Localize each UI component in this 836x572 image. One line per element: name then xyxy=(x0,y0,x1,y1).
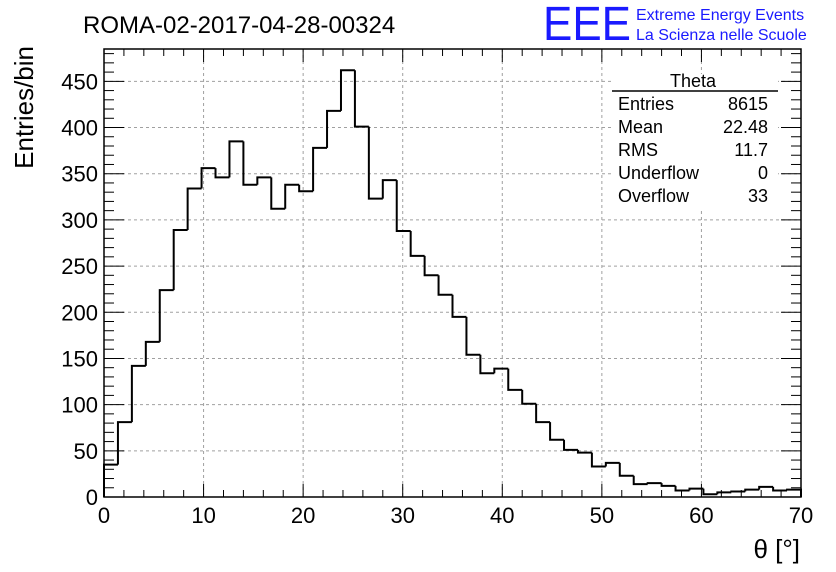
histogram-bin xyxy=(549,422,565,441)
eee-logo-line2: La Scienza nelle Scuole xyxy=(636,27,807,44)
x-tick-label: 30 xyxy=(390,503,414,528)
chart-title: ROMA-02-2017-04-28-00324 xyxy=(83,12,395,39)
histogram-series xyxy=(103,69,802,497)
histogram-bin xyxy=(604,461,620,467)
eee-logo-line1: Extreme Energy Events xyxy=(636,7,804,24)
x-tick-label: 50 xyxy=(590,503,614,528)
y-tick-label: 200 xyxy=(61,300,98,325)
histogram-bin xyxy=(172,229,188,291)
stats-value-overflow: 33 xyxy=(748,186,768,206)
stats-value-entries: 8615 xyxy=(728,94,768,114)
histogram-bin xyxy=(409,230,425,257)
histogram-bin xyxy=(228,140,244,178)
histogram-bin xyxy=(465,316,481,356)
histogram-bin xyxy=(395,180,411,232)
x-tick-label: 40 xyxy=(490,503,514,528)
histogram-bin xyxy=(326,109,341,148)
histogram-bin xyxy=(256,176,272,185)
y-axis-label: Entries/bin xyxy=(9,46,39,169)
y-tick-label: 150 xyxy=(61,346,98,371)
x-axis-label: θ [°] xyxy=(753,534,800,564)
y-tick-label: 0 xyxy=(86,485,98,510)
stats-label-entries: Entries xyxy=(618,94,674,114)
stats-box: Theta Entries 8615 Mean 22.48 RMS 11.7 U… xyxy=(612,71,778,210)
histogram-bin xyxy=(367,126,383,200)
histogram-bin xyxy=(632,475,648,486)
x-tick-label: 70 xyxy=(789,503,813,528)
stats-label-overflow: Overflow xyxy=(618,186,690,206)
histogram-bin xyxy=(702,488,718,496)
histogram-bin xyxy=(730,490,746,493)
histogram-bin xyxy=(590,452,606,468)
eee-logo-mark: EEE xyxy=(543,0,631,51)
plot-area-border xyxy=(103,48,802,498)
plot-frame xyxy=(103,48,802,498)
histogram-bin xyxy=(772,486,788,492)
histogram-bin xyxy=(284,183,300,209)
histogram-bin xyxy=(451,294,467,318)
histogram-bin xyxy=(214,168,230,179)
histogram-bin xyxy=(242,141,258,186)
histogram-bin xyxy=(381,179,397,199)
stats-value-underflow: 0 xyxy=(758,163,768,183)
histogram-bin xyxy=(758,485,774,490)
histogram-bin xyxy=(130,364,146,423)
histogram-bin xyxy=(158,289,174,342)
x-tick-label: 0 xyxy=(98,503,110,528)
histogram-bin xyxy=(353,70,369,128)
histogram-bin xyxy=(507,368,523,391)
histogram-bin xyxy=(535,403,551,424)
histogram-bin xyxy=(312,146,328,192)
x-tick-label: 10 xyxy=(191,503,215,528)
histogram-bin xyxy=(563,439,578,451)
axis-ticks xyxy=(103,49,802,498)
histogram-bin xyxy=(437,275,453,296)
x-tick-label: 60 xyxy=(689,503,713,528)
stats-label-rms: RMS xyxy=(618,140,658,160)
histogram-bin xyxy=(144,340,160,366)
y-tick-label: 250 xyxy=(61,254,98,279)
histogram-bin xyxy=(200,167,216,189)
histogram-bin xyxy=(688,487,704,491)
stats-value-rms: 11.7 xyxy=(734,140,768,160)
histogram-bin xyxy=(674,485,690,492)
grid xyxy=(104,49,801,497)
stats-box-bg xyxy=(612,74,778,210)
tick-labels: 0 10 20 30 40 50 60 70 0 50 100 150 200 250 300 350 400 4… xyxy=(61,69,813,528)
histogram-bin xyxy=(716,491,732,495)
histogram-bin xyxy=(660,483,676,487)
histogram-bin xyxy=(298,184,314,193)
stats-box-title: Theta xyxy=(670,71,717,91)
y-tick-label: 400 xyxy=(61,116,98,141)
histogram-bin xyxy=(423,255,439,277)
histogram-bin xyxy=(744,488,760,492)
y-tick-label: 300 xyxy=(61,208,98,233)
y-tick-label: 350 xyxy=(61,162,98,187)
stats-label-underflow: Underflow xyxy=(618,163,700,183)
y-tick-label: 450 xyxy=(61,69,98,94)
histogram-bin xyxy=(339,69,355,111)
histogram-bin xyxy=(618,462,634,477)
stats-label-mean: Mean xyxy=(618,117,663,137)
x-tick-label: 20 xyxy=(291,503,315,528)
histogram-bin xyxy=(270,177,286,210)
histogram-bin xyxy=(521,389,537,405)
histogram-bin xyxy=(479,354,495,375)
histogram-bin xyxy=(493,367,509,374)
eee-logo: EEE Extreme Energy Events La Scienza nel… xyxy=(543,0,807,51)
stats-value-mean: 22.48 xyxy=(723,117,768,137)
histogram-bin xyxy=(576,449,592,454)
histogram-bin xyxy=(186,187,202,231)
y-tick-label: 100 xyxy=(61,393,98,418)
histogram-bin xyxy=(646,482,662,485)
y-tick-label: 50 xyxy=(74,439,98,464)
